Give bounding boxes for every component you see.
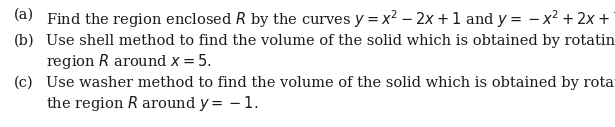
Text: Find the region enclosed $R$ by the curves $y = x^2 - 2x + 1$ and $y = -x^2 + 2x: Find the region enclosed $R$ by the curv…: [46, 8, 615, 30]
Text: region $R$ around $x = 5.$: region $R$ around $x = 5.$: [46, 52, 212, 71]
Text: the region $R$ around $y = -1.$: the region $R$ around $y = -1.$: [46, 94, 258, 113]
Text: (b): (b): [14, 34, 34, 48]
Text: Use washer method to find the volume of the solid which is obtained by rotating: Use washer method to find the volume of …: [46, 76, 615, 90]
Text: Use shell method to find the volume of the solid which is obtained by rotating t: Use shell method to find the volume of t…: [46, 34, 615, 48]
Text: (c): (c): [14, 76, 34, 90]
Text: (a): (a): [14, 8, 34, 22]
